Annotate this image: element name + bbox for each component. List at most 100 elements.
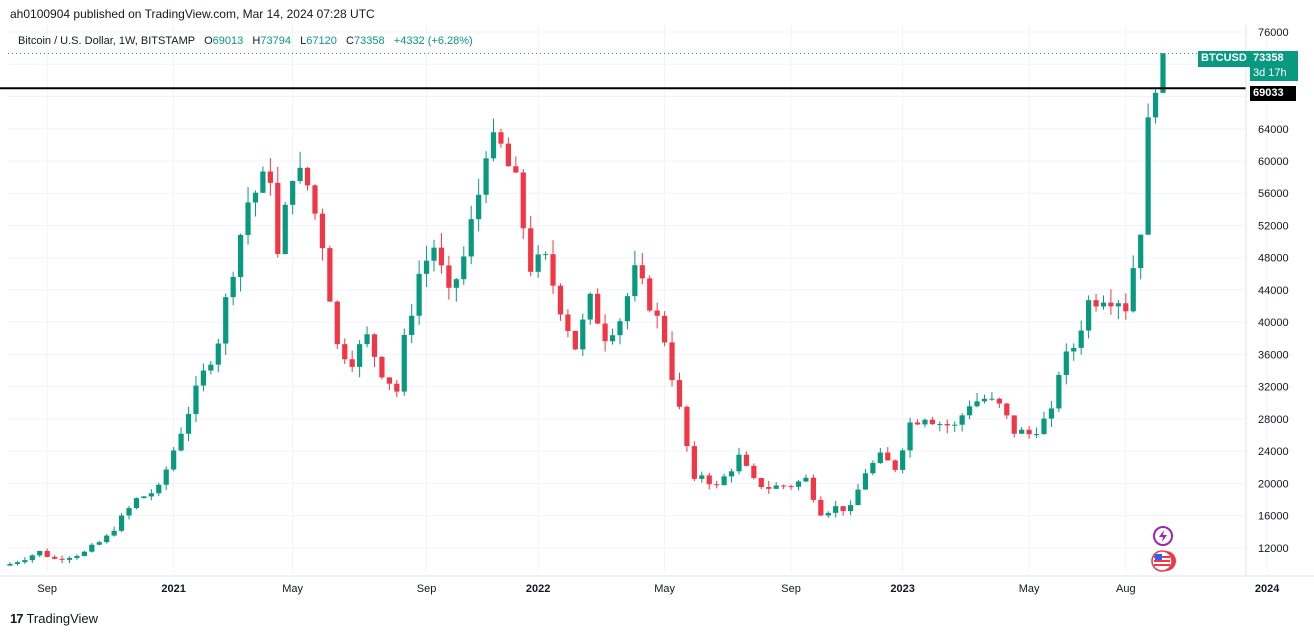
candle — [312, 184, 318, 220]
candle — [22, 557, 28, 565]
candle — [669, 331, 675, 387]
candle — [840, 506, 846, 516]
candle — [453, 278, 459, 302]
candle — [1108, 289, 1114, 315]
candle — [1123, 293, 1129, 320]
candle — [371, 333, 378, 367]
last-price-tag: 73358 — [1250, 51, 1298, 67]
candle — [59, 555, 65, 564]
candle — [81, 550, 87, 557]
candle — [327, 245, 333, 302]
lightning-icon[interactable] — [1152, 525, 1174, 547]
candle — [900, 448, 906, 474]
candle — [870, 460, 876, 476]
y-tick-label: 64000 — [1258, 124, 1289, 136]
candle — [751, 463, 757, 480]
candle — [431, 239, 437, 272]
candle — [304, 166, 311, 191]
candle — [178, 427, 184, 452]
x-tick-label: 2021 — [161, 583, 185, 595]
candle — [245, 187, 251, 245]
candle — [1100, 295, 1107, 310]
candle — [580, 313, 586, 356]
candle — [609, 328, 616, 345]
candle — [714, 480, 720, 489]
candle — [944, 419, 950, 434]
candle — [401, 328, 407, 396]
chart-svg[interactable]: 12000 16000 20000 24000 28000 32000 36000 40000… — [0, 24, 1314, 598]
high-value: 73794 — [260, 35, 291, 47]
candle — [684, 405, 690, 452]
candle — [810, 474, 816, 503]
candle — [1115, 299, 1121, 320]
candle — [230, 271, 236, 306]
candle — [104, 534, 110, 544]
candle — [907, 417, 913, 458]
candle — [996, 397, 1002, 408]
candle — [862, 469, 869, 490]
candle — [1152, 88, 1159, 124]
candle — [914, 419, 921, 426]
candle — [520, 169, 526, 240]
candle — [602, 314, 608, 352]
chart-area[interactable]: 12000 16000 20000 24000 28000 32000 36000 40000… — [0, 24, 1314, 598]
candle — [528, 215, 534, 277]
candle — [74, 554, 80, 560]
open-label: O — [204, 35, 213, 47]
axes: 12000 16000 20000 24000 28000 32000 36000 40000… — [0, 24, 1314, 595]
candle — [959, 413, 965, 432]
candle — [282, 201, 288, 255]
candle — [148, 489, 154, 501]
open-value: 69013 — [212, 35, 244, 47]
y-tick-label: 40000 — [1258, 317, 1289, 329]
candle — [446, 255, 452, 300]
horizontal-line-layer[interactable] — [0, 52, 1246, 90]
footer-brand[interactable]: 17 TradingView — [10, 611, 98, 626]
candle — [758, 477, 764, 490]
candle — [461, 246, 467, 285]
candle — [632, 250, 638, 302]
candle — [163, 466, 169, 491]
candle — [275, 166, 281, 258]
candle — [847, 500, 854, 516]
candle — [409, 303, 415, 344]
candle — [922, 418, 928, 428]
candle — [550, 240, 556, 294]
candle — [498, 128, 504, 148]
candle — [364, 326, 370, 348]
ticker-tag: BTCUSD — [1198, 51, 1250, 67]
us-flag-icon[interactable] — [1151, 549, 1177, 573]
candle — [773, 482, 779, 490]
candle — [215, 338, 221, 373]
y-tick-label: 28000 — [1258, 414, 1289, 426]
candle — [260, 166, 266, 194]
candle — [1019, 426, 1025, 434]
candle — [892, 459, 898, 473]
candle — [1160, 53, 1166, 94]
candle — [557, 283, 564, 321]
candle — [1004, 402, 1010, 420]
candle — [126, 505, 132, 520]
close-label: C — [346, 35, 354, 47]
candle — [513, 156, 519, 174]
candle — [52, 555, 58, 560]
candle — [595, 288, 601, 324]
candle — [1048, 400, 1055, 428]
publisher-line: ah0100904 published on TradingView.com, … — [10, 7, 375, 21]
high-label: H — [252, 35, 261, 47]
candle — [1026, 425, 1032, 439]
candle — [1011, 415, 1017, 438]
candle — [156, 482, 162, 496]
x-tick-label: 2022 — [526, 583, 550, 595]
candle — [989, 391, 995, 401]
candle — [297, 151, 303, 184]
candle — [699, 471, 705, 483]
candle — [587, 292, 593, 325]
candle — [379, 356, 385, 380]
candle — [721, 473, 727, 486]
candle — [394, 379, 400, 398]
candle — [788, 484, 794, 491]
candle — [349, 350, 355, 372]
candle — [781, 484, 787, 490]
y-tick-label: 32000 — [1258, 382, 1289, 394]
